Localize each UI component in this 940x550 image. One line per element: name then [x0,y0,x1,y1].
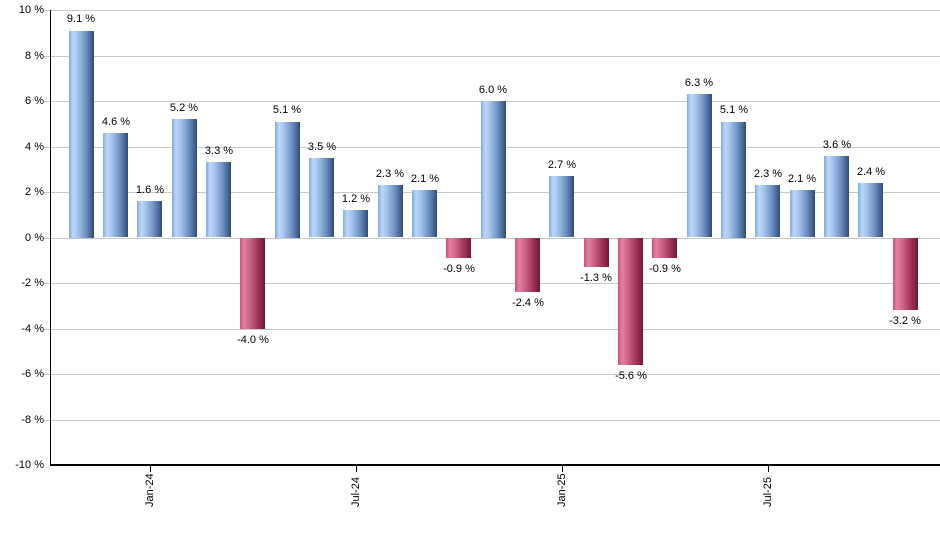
y-axis-tick-label: -10 % [15,459,44,471]
x-axis-tick-label: Jul-24 [350,477,362,507]
bar-value-label: 3.3 % [204,145,234,157]
bar-value-label: 3.6 % [822,139,852,151]
bar [515,237,540,293]
y-axis-tick-label: -8 % [21,414,44,426]
bar [412,189,437,238]
bar-value-label: 4.6 % [101,116,131,128]
x-axis-tick [562,466,563,472]
x-axis-tick [150,466,151,472]
bar [343,210,368,238]
bar-value-label: 3.5 % [307,141,337,153]
bar [206,162,231,238]
bar [446,237,471,258]
bar-value-label: 2.3 % [753,168,783,180]
bar-value-label: 5.1 % [272,104,302,116]
y-gridline [44,283,940,284]
x-axis-tick-label: Jan-25 [556,473,568,507]
x-axis-line [50,464,940,466]
bar [790,189,815,238]
y-axis-tick-label: 0 % [25,232,44,244]
bar [240,237,265,329]
bar-value-label: 5.2 % [169,102,199,114]
bar [618,237,643,365]
x-axis-tick-label: Jan-24 [144,473,156,507]
y-gridline [44,10,940,11]
y-axis-tick-label: -6 % [21,368,44,380]
bar [172,119,197,238]
bar-value-label: -5.6 % [615,370,647,382]
y-gridline [44,420,940,421]
bar-value-label: 1.2 % [341,193,371,205]
y-axis-line [50,10,51,465]
bar [378,185,403,238]
bar-value-label: -4.0 % [237,334,269,346]
bar [755,185,780,238]
bar [481,101,506,238]
bar-value-label: -0.9 % [649,263,681,275]
y-axis-tick-label: 2 % [25,186,44,198]
bar [721,121,746,238]
bar [584,237,609,268]
y-axis-tick-label: 6 % [25,95,44,107]
bar [858,182,883,238]
y-gridline [44,56,940,57]
x-axis-tick [356,466,357,472]
bar-value-label: 2.3 % [375,168,405,180]
y-axis-tick-label: -4 % [21,323,44,335]
bar [137,201,162,238]
bar-value-label: 6.0 % [478,84,508,96]
bar-value-label: 9.1 % [66,13,96,25]
bar [824,155,849,238]
bar [103,132,128,238]
bar-value-label: -0.9 % [443,263,475,275]
bar-value-label: 6.3 % [684,77,714,89]
bar [687,94,712,238]
bar-value-label: -3.2 % [889,315,921,327]
bar [549,176,574,238]
y-axis-tick-label: 4 % [25,141,44,153]
bar [69,30,94,238]
y-gridline [44,374,940,375]
y-axis-tick-label: 8 % [25,50,44,62]
bar-value-label: 2.1 % [787,173,817,185]
bar-value-label: 5.1 % [719,104,749,116]
y-axis-tick-label: -2 % [21,277,44,289]
bar-value-label: -1.3 % [580,272,612,284]
x-axis-tick [768,466,769,472]
bar-value-label: 2.4 % [856,166,886,178]
bar-value-label: 2.1 % [410,173,440,185]
bar [275,121,300,238]
y-gridline [44,329,940,330]
bar-value-label: -2.4 % [512,297,544,309]
bar-value-label: 1.6 % [135,184,165,196]
bar-value-label: 2.7 % [547,159,577,171]
y-gridline [44,238,940,239]
bar [893,237,918,311]
bar [309,157,334,238]
y-axis-tick-label: 10 % [18,4,44,16]
x-axis-tick-label: Jul-25 [762,477,774,507]
bar [652,237,677,258]
